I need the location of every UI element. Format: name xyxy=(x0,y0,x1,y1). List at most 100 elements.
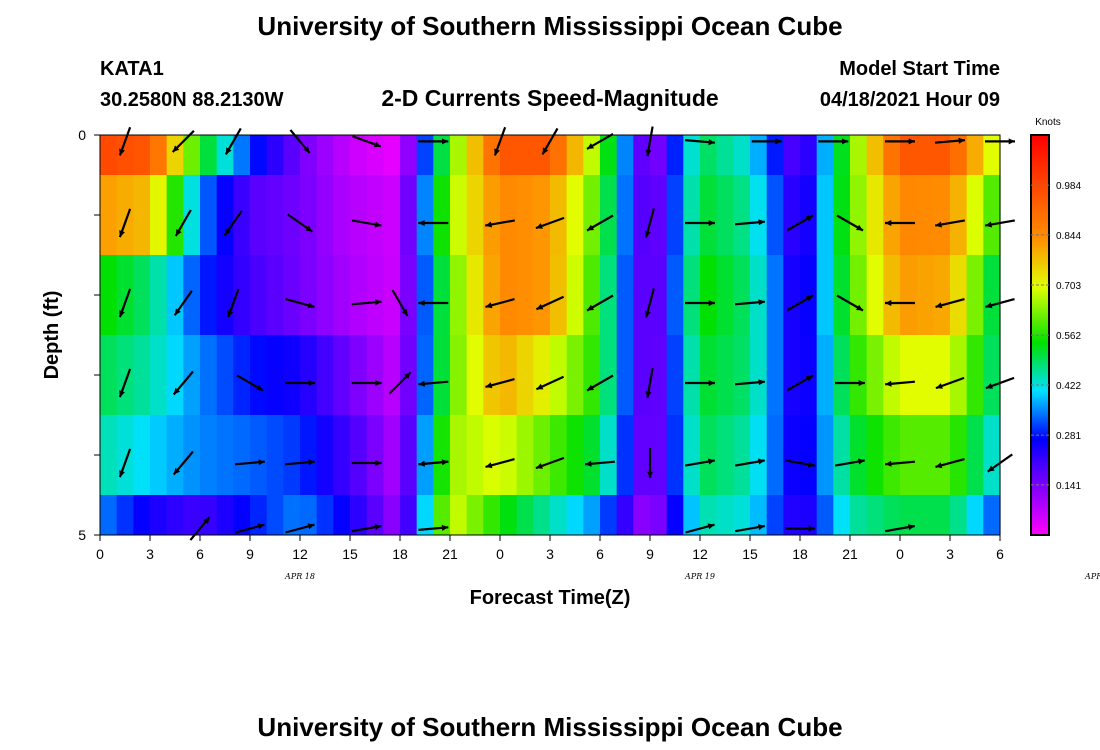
heatmap-cell xyxy=(533,415,551,495)
heatmap-cell xyxy=(966,175,984,255)
heatmap-cell xyxy=(683,175,701,255)
heatmap-cell xyxy=(883,495,901,535)
heatmap-cell xyxy=(683,415,701,495)
heatmap-cell xyxy=(300,175,318,255)
heatmap-cell xyxy=(383,415,401,495)
heatmap-cell xyxy=(983,255,1001,335)
x-tick-label: 15 xyxy=(342,546,358,562)
heatmap-cell xyxy=(966,495,984,535)
heatmap-cell xyxy=(433,415,451,495)
heatmap-cell xyxy=(500,415,518,495)
heatmap-cell xyxy=(616,255,634,335)
heatmap-cell xyxy=(383,175,401,255)
current-arrow xyxy=(535,216,565,230)
heatmap-cell xyxy=(450,335,468,415)
heatmap-cell xyxy=(666,415,684,495)
heatmap-cell xyxy=(516,415,534,495)
current-arrow xyxy=(418,300,449,306)
current-arrow xyxy=(935,219,965,228)
heatmap-cell xyxy=(483,415,501,495)
heatmap-cell xyxy=(966,255,984,335)
x-tick-label: 21 xyxy=(842,546,858,562)
current-arrow xyxy=(118,368,132,398)
current-arrow xyxy=(485,298,515,309)
heatmap-cell xyxy=(166,175,184,255)
current-arrow xyxy=(351,524,382,533)
heatmap-cell xyxy=(766,415,784,495)
current-arrow xyxy=(818,138,849,145)
heatmap-cell xyxy=(933,175,951,255)
heatmap-cell xyxy=(416,415,434,495)
heatmap-cell xyxy=(116,255,134,335)
heatmap-cell xyxy=(200,135,218,175)
current-arrow xyxy=(118,288,132,318)
heatmap-cell xyxy=(233,175,251,255)
heatmap-cell xyxy=(483,495,501,535)
heatmap-cell xyxy=(216,495,234,535)
current-arrow xyxy=(644,288,655,318)
heatmap-cell xyxy=(816,415,834,495)
current-arrow xyxy=(586,132,614,150)
heatmap-cell xyxy=(550,335,568,415)
heatmap-cell xyxy=(966,335,984,415)
heatmap-cell xyxy=(216,415,234,495)
heatmap-cell xyxy=(416,335,434,415)
heatmap-cell xyxy=(466,495,484,535)
heatmap-cell xyxy=(966,415,984,495)
heatmap-cell xyxy=(750,335,768,415)
x-tick-label: 18 xyxy=(392,546,408,562)
heatmap-cell xyxy=(800,135,818,175)
heatmap-cell xyxy=(900,255,918,335)
heatmap-cell xyxy=(566,175,584,255)
heatmap-cell xyxy=(800,495,818,535)
heatmap-cell xyxy=(350,495,368,535)
heatmap-cell xyxy=(100,335,118,415)
x-tick-label: 3 xyxy=(946,546,954,562)
current-arrow xyxy=(836,214,864,232)
current-arrow xyxy=(735,524,765,533)
heatmap-cell xyxy=(716,335,734,415)
station-id: KATA1 xyxy=(100,58,164,80)
current-arrow xyxy=(644,208,655,238)
heatmap-cell xyxy=(950,495,968,535)
heatmap-cell xyxy=(366,135,384,175)
heatmap-cell xyxy=(600,495,618,535)
heatmap-cell xyxy=(566,135,584,175)
current-arrow xyxy=(418,460,449,467)
heatmap-cell xyxy=(466,335,484,415)
heatmap-cell xyxy=(716,255,734,335)
heatmap-cell xyxy=(683,495,701,535)
heatmap-cell xyxy=(333,495,351,535)
heatmap-cell xyxy=(716,135,734,175)
colorbar-tick-label: 0.141 xyxy=(1056,481,1081,492)
current-arrow xyxy=(418,220,449,226)
heatmap-cell xyxy=(233,415,251,495)
heatmap-cell xyxy=(633,255,651,335)
heatmap-cell xyxy=(383,135,401,175)
heatmap-cell xyxy=(666,175,684,255)
current-arrow xyxy=(118,208,132,238)
heatmap-cell xyxy=(383,255,401,335)
heatmap-cell xyxy=(633,175,651,255)
x-tick-label: 6 xyxy=(596,546,604,562)
footer-title: University of Southern Mississippi Ocean… xyxy=(257,712,842,742)
heatmap-cell xyxy=(266,415,284,495)
heatmap-cell xyxy=(183,415,201,495)
heatmap-cell xyxy=(833,135,851,175)
heatmap-cell xyxy=(916,335,934,415)
heatmap-cell xyxy=(483,335,501,415)
heatmap-cell xyxy=(833,255,851,335)
heatmap-cell xyxy=(516,255,534,335)
heatmap-cell xyxy=(616,335,634,415)
heatmap-cell xyxy=(450,495,468,535)
heatmap-cell xyxy=(700,175,718,255)
current-arrow xyxy=(236,374,264,392)
model-start-label: Model Start Time xyxy=(839,58,1000,80)
heatmap-cell xyxy=(133,255,151,335)
colorbar-tick-label: 0.703 xyxy=(1056,281,1081,292)
heatmap-cell xyxy=(350,255,368,335)
current-arrow xyxy=(351,219,382,228)
heatmap-cell xyxy=(550,135,568,175)
heatmap-cell xyxy=(333,175,351,255)
current-arrow xyxy=(885,300,915,306)
